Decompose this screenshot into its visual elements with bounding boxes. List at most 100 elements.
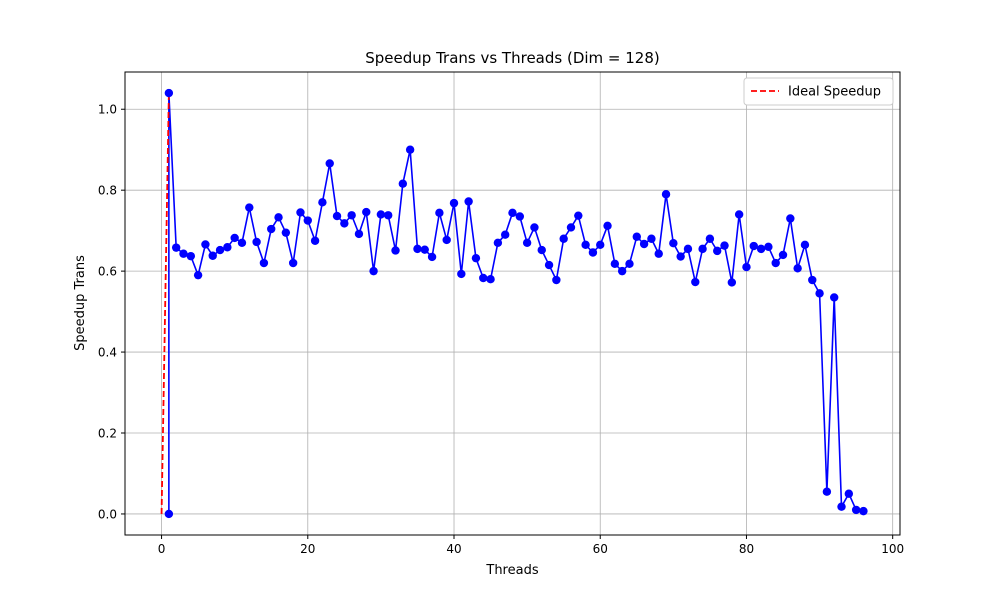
speedup-data-point	[164, 509, 174, 519]
speedup-data-point	[186, 251, 196, 261]
speedup-data-point	[610, 259, 620, 269]
speedup-data-point	[500, 230, 510, 239]
speedup-data-point	[713, 246, 722, 256]
speedup-data-point	[208, 251, 217, 260]
speedup-data-point	[237, 238, 247, 247]
speedup-data-point	[223, 243, 232, 252]
y-axis-label: Speedup Trans	[73, 255, 88, 351]
speedup-data-point	[179, 249, 188, 258]
speedup-data-point	[771, 258, 780, 268]
speedup-data-point	[603, 221, 612, 230]
x-tick-label: 60	[593, 542, 608, 556]
speedup-data-point	[296, 208, 305, 217]
speedup-data-point	[201, 240, 210, 249]
speedup-data-point	[647, 234, 656, 243]
speedup-data-point	[756, 244, 766, 254]
speedup-data-point	[259, 258, 269, 268]
x-tick-label: 40	[446, 542, 461, 556]
x-tick-label: 0	[158, 542, 166, 556]
speedup-data-point	[793, 264, 802, 273]
speedup-data-point	[727, 278, 737, 287]
speedup-data-point	[274, 213, 283, 222]
speedup-data-point	[267, 224, 276, 234]
y-tick-label: 0.2	[98, 427, 117, 441]
speedup-data-point	[288, 258, 298, 268]
speedup-data-point	[800, 240, 810, 250]
speedup-data-point	[639, 239, 649, 249]
speedup-data-point	[617, 266, 627, 276]
speedup-data-point	[691, 277, 700, 287]
y-tick-label: 0.6	[98, 265, 117, 279]
speedup-data-point	[325, 159, 334, 168]
speedup-data-point	[661, 190, 671, 199]
speedup-data-point	[310, 236, 320, 245]
speedup-data-point	[384, 211, 393, 220]
speedup-data-point	[486, 275, 495, 284]
speedup-data-point	[405, 145, 415, 154]
speedup-data-point	[844, 489, 854, 498]
speedup-data-point	[413, 244, 422, 254]
speedup-data-point	[676, 252, 685, 261]
speedup-data-point	[581, 240, 590, 250]
speedup-data-point	[596, 240, 605, 250]
speedup-data-point	[778, 250, 788, 260]
speedup-data-point	[808, 275, 817, 285]
grid-layer	[125, 72, 900, 535]
speedup-data-point	[822, 487, 832, 496]
speedup-data-point	[815, 289, 824, 298]
speedup-data-point	[215, 245, 225, 255]
speedup-data-point	[340, 219, 349, 228]
speedup-data-point	[471, 253, 481, 263]
speedup-data-point	[281, 228, 291, 237]
speedup-data-point	[449, 198, 459, 208]
speedup-data-point	[669, 238, 678, 248]
speedup-data-point	[347, 211, 356, 220]
x-axis-label: Threads	[485, 563, 538, 578]
speedup-data-point	[515, 212, 525, 221]
speedup-data-point	[837, 502, 846, 511]
speedup-data-point	[588, 248, 598, 257]
speedup-data-point	[530, 223, 539, 232]
speedup-data-point	[764, 242, 773, 252]
speedup-data-point	[625, 259, 634, 269]
speedup-data-point	[442, 235, 451, 245]
chart-title: Speedup Trans vs Threads (Dim = 128)	[365, 49, 660, 67]
speedup-data-point	[683, 244, 693, 254]
speedup-data-point	[245, 203, 254, 212]
speedup-data-point	[632, 232, 641, 241]
speedup-data-point	[391, 246, 400, 255]
speedup-data-point	[332, 211, 342, 221]
speedup-data-point	[559, 234, 568, 243]
speedup-data-point	[654, 249, 663, 258]
speedup-data-point	[230, 233, 239, 243]
speedup-data-point	[544, 260, 554, 270]
speedup-data-point	[435, 208, 444, 218]
speedup-data-point	[354, 229, 364, 239]
speedup-data-point	[720, 241, 729, 250]
legend: Ideal Speedup	[743, 77, 894, 106]
speedup-data-point	[420, 245, 429, 254]
speedup-data-point	[566, 223, 576, 232]
speedup-data-point	[318, 198, 327, 207]
legend-ideal-label: Ideal Speedup	[788, 85, 881, 100]
speedup-data-point	[369, 266, 378, 276]
series-layer	[160, 88, 868, 519]
speedup-data-point	[537, 245, 546, 255]
plot-frame	[124, 71, 901, 536]
speedup-data-point	[749, 241, 758, 251]
speedup-data-point	[398, 179, 408, 188]
speedup-data-point	[493, 238, 503, 247]
speedup-data-point	[193, 270, 203, 280]
speedup-data-point	[829, 293, 839, 302]
speedup-data-point	[362, 207, 371, 217]
speedup-data-point	[705, 234, 715, 243]
y-tick-label: 0.0	[98, 507, 117, 521]
x-tick-label: 80	[739, 542, 754, 556]
speedup-data-point	[698, 244, 707, 254]
y-tick-label: 0.4	[98, 346, 117, 360]
speedup-data-point	[786, 214, 795, 223]
speedup-data-point	[464, 197, 473, 206]
ideal-speedup-line	[160, 93, 170, 514]
